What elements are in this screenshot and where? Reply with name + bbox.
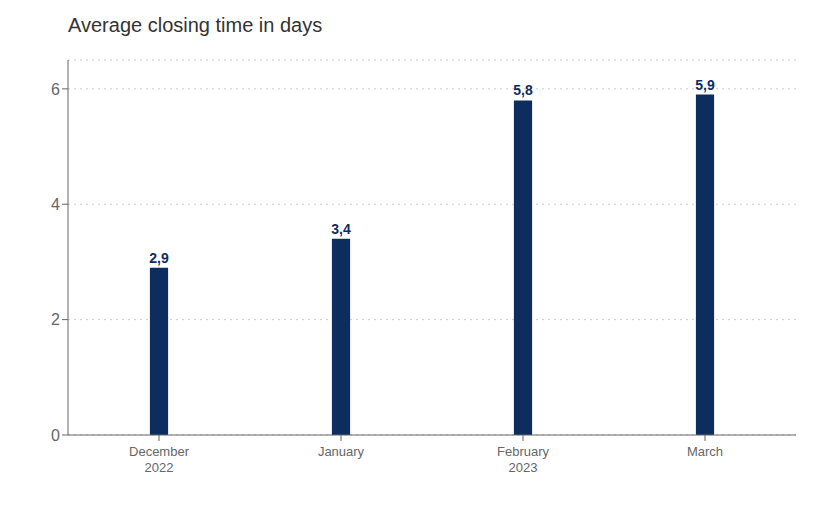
svg-text:December2022: December2022 bbox=[129, 444, 190, 475]
svg-text:6: 6 bbox=[51, 81, 60, 98]
svg-text:4: 4 bbox=[51, 196, 60, 213]
svg-text:3,4: 3,4 bbox=[331, 221, 351, 237]
svg-text:2,9: 2,9 bbox=[149, 250, 169, 266]
svg-text:March: March bbox=[687, 444, 723, 459]
svg-text:5,8: 5,8 bbox=[513, 82, 533, 98]
svg-text:February2023: February2023 bbox=[497, 444, 550, 475]
svg-text:5,9: 5,9 bbox=[695, 77, 715, 93]
svg-text:0: 0 bbox=[51, 427, 60, 444]
svg-text:2: 2 bbox=[51, 311, 60, 328]
svg-text:January: January bbox=[318, 444, 365, 459]
html-text:Average closing time in days: Average closing time in days bbox=[68, 14, 323, 36]
